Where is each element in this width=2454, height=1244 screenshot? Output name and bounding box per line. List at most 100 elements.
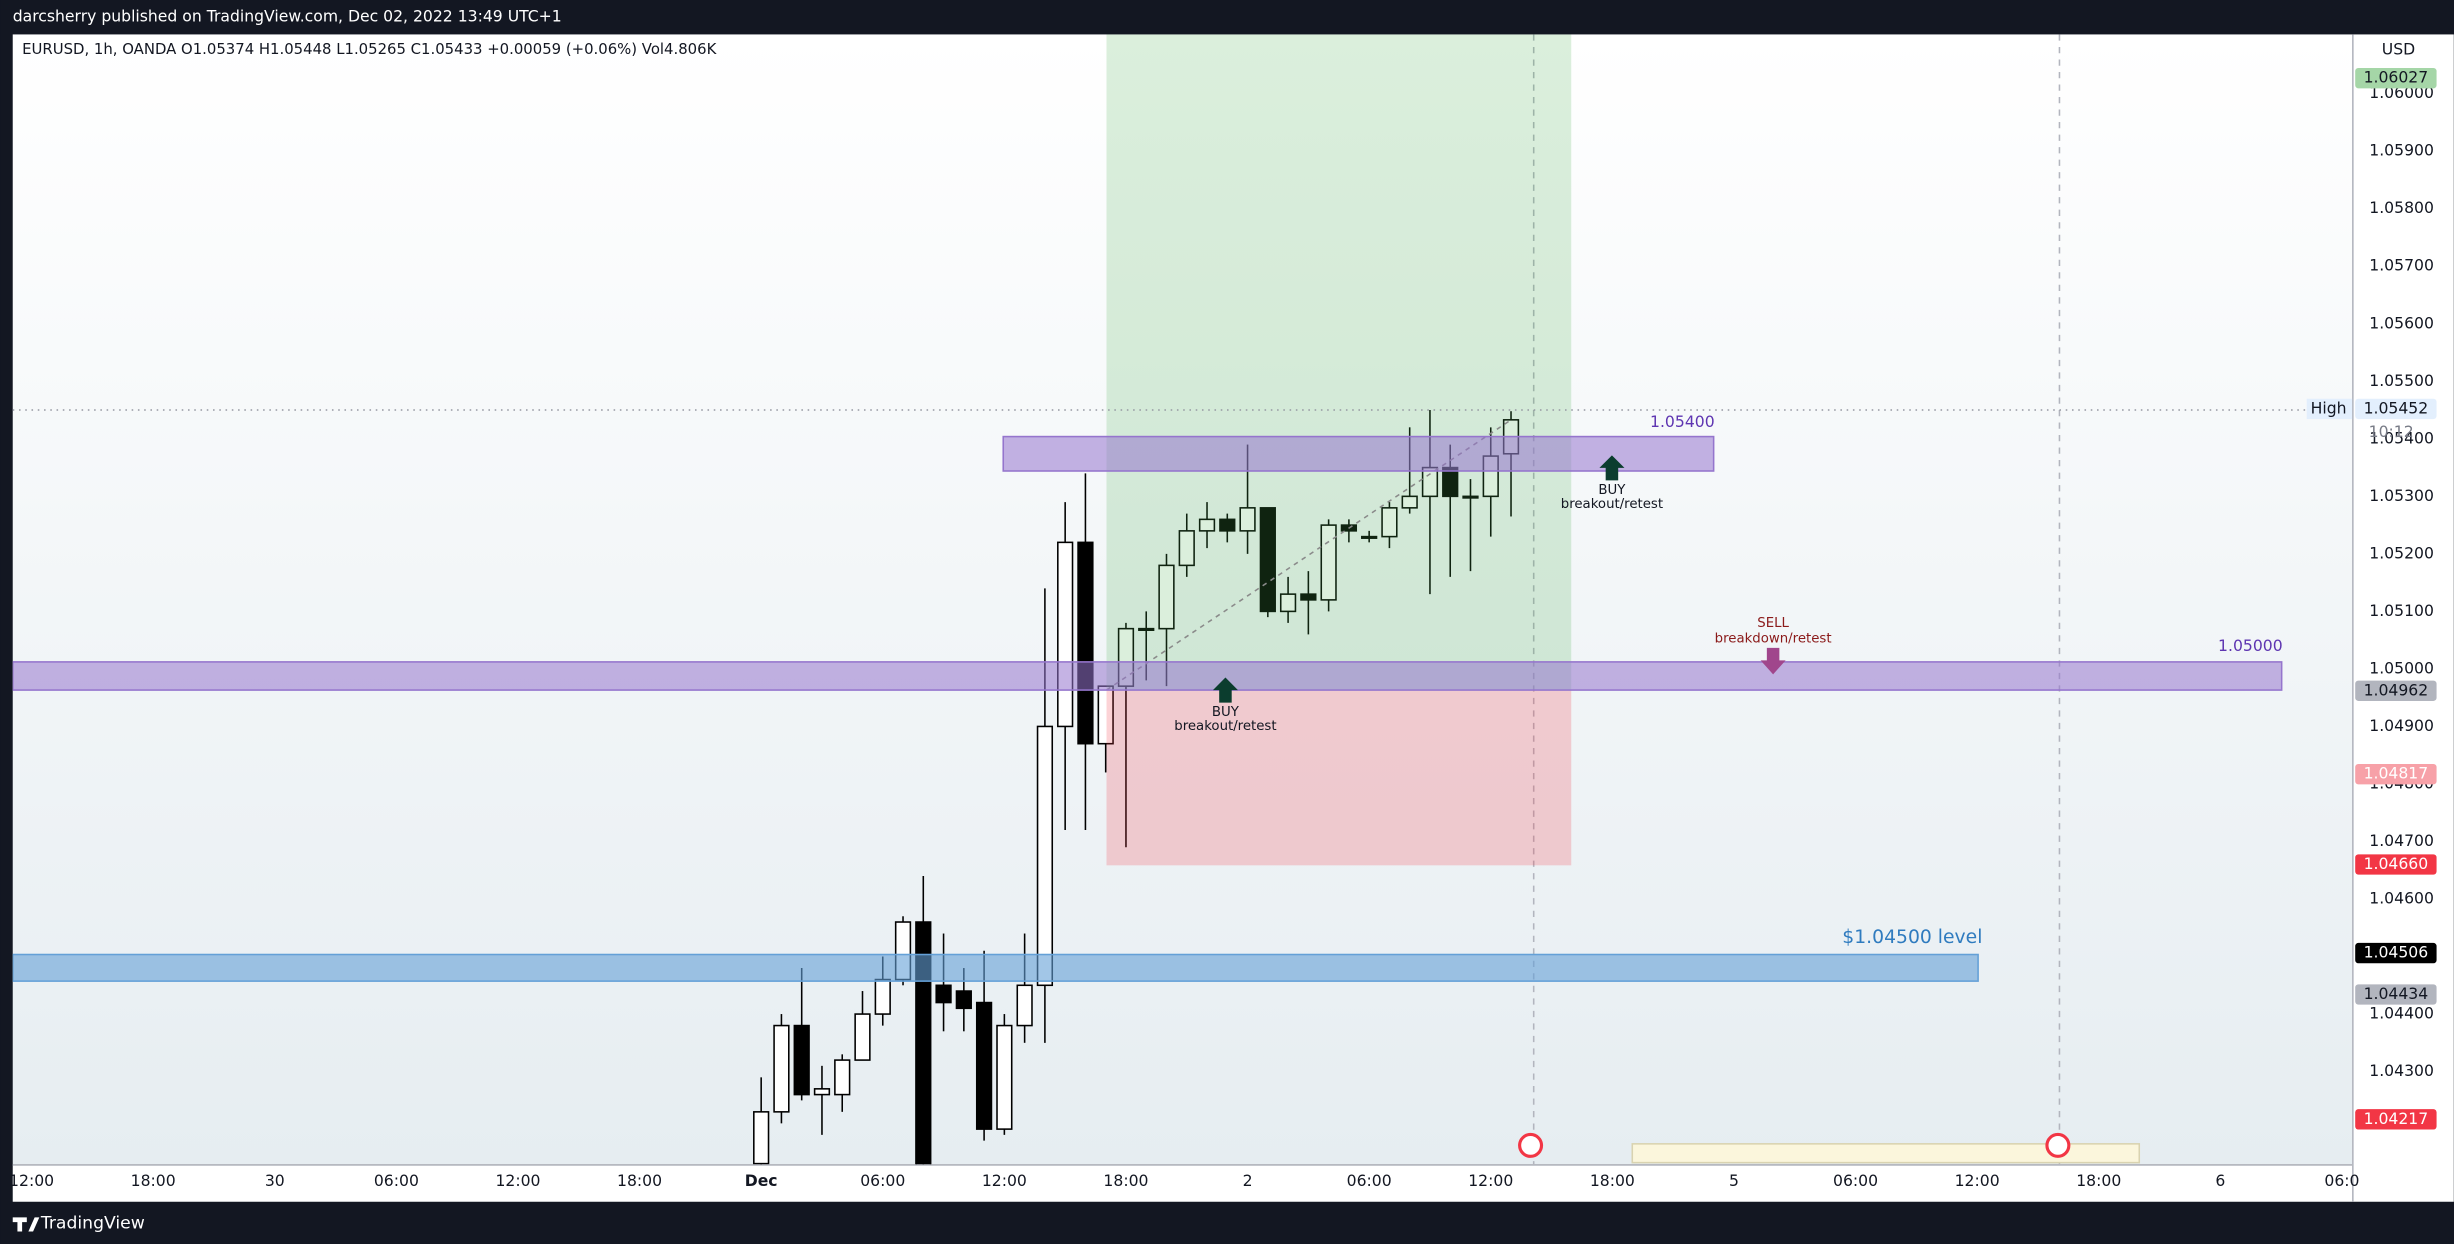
price-axis [2352,34,2454,1202]
candle-body [935,984,952,1004]
x-tick-label: 06:00 [1833,1171,1878,1190]
candle-body [1361,535,1378,539]
event-bar [1631,1143,2141,1164]
x-tick-label: 18:00 [2076,1171,2121,1190]
stop-zone [1106,690,1572,866]
candle-body [1057,541,1074,728]
x-tick-label: 12:00 [9,1171,54,1190]
x-tick-label: 30 [265,1171,285,1190]
candle-body [1279,593,1297,613]
price-badge-label: 1.05452 [2364,398,2429,417]
currency: USD [2382,40,2415,59]
candle-body [753,1111,770,1165]
x-tick-label: 06:00 [374,1171,419,1190]
candle-body [1300,593,1317,601]
publisher: darcsherry published on TradingView.com,… [13,7,562,26]
x-tick-label: 18:00 [1590,1171,1635,1190]
y-tick-label: 1.05500 [2369,371,2434,390]
price-badge-label: 1.06027 [2364,68,2429,87]
x-tick-label: 06:00 [1347,1171,1392,1190]
y-tick-label: 1.04400 [2369,1004,2434,1023]
sell-arrow [1760,647,1786,675]
annotation: breakout/retest [1174,719,1276,734]
resistance-zone [1002,435,1715,472]
brand: TradingView [40,1214,145,1234]
candle-body [1178,530,1195,567]
candle-body [1016,984,1033,1027]
y-tick-label: 1.05600 [2369,313,2434,332]
candle-body [874,978,891,1015]
price-badge [2355,984,2437,1005]
y-tick-label: 1.04600 [2369,889,2434,908]
candle-body [1077,541,1094,745]
event-flag[interactable] [1518,1132,1544,1158]
y-tick-label: 1.05800 [2369,198,2434,217]
price-badge-label: 1.04962 [2364,680,2429,699]
x-tick-label: 2 [1243,1171,1253,1190]
price-badge [2355,680,2437,701]
high-badge [2306,398,2353,420]
time-axis [12,1164,2353,1202]
candle-body [813,1088,831,1096]
y-tick-label: 1.05700 [2369,256,2434,275]
y-tick-label: 1.05200 [2369,543,2434,562]
x-tick-label: 5 [1729,1171,1739,1190]
logo [12,1217,40,1232]
price-badge [2355,1109,2437,1130]
candle-body [1381,507,1398,538]
legend: EURUSD, 1h, OANDA O1.05374 H1.05448 L1.0… [22,40,717,58]
x-tick-label: 6 [2215,1171,2225,1190]
x-tick-label: 18:00 [131,1171,176,1190]
y-tick-label: 1.04900 [2369,716,2434,735]
price-badge-label: 1.04217 [2364,1109,2429,1128]
candle-body [1138,627,1155,631]
y-tick-label: 1.04300 [2369,1061,2434,1080]
candle-body [915,921,932,1165]
candle-body [1239,507,1256,532]
x-tick-label: 12:00 [495,1171,540,1190]
candle-body [996,1024,1013,1130]
y-tick-label: 1.05300 [2369,486,2434,505]
candle-body [1198,518,1216,532]
candle-body [1158,564,1175,630]
support-zone [12,661,2283,691]
annotation: SELL [1757,616,1789,631]
high-label: High [2311,398,2347,417]
x-tick-label: 12:00 [1955,1171,2000,1190]
buy-arrow [1212,677,1238,703]
zone-label: 1.05400 [1650,412,1715,431]
y-tick-label: 1.05400 [2369,428,2434,447]
y-tick-label: 1.05100 [2369,601,2434,620]
y-tick-label: 1.05900 [2369,141,2434,160]
candle-body [1462,495,1479,499]
annotation: breakout/retest [1561,497,1663,512]
candle-body [773,1024,790,1113]
buy-arrow [1599,455,1625,481]
candle-body [1036,725,1054,987]
price-badge-label: 1.04434 [2364,984,2429,1003]
candle-body [955,990,972,1010]
event-flag[interactable] [2045,1132,2071,1158]
y-tick-label: 1.04700 [2369,831,2434,850]
target-zone [1106,34,1572,691]
level-label: $1.04500 level [1842,927,1982,948]
candle-body [1401,495,1418,509]
candle-body [975,1001,993,1130]
price-badge-label: 1.04817 [2364,764,2429,783]
candle-body [834,1059,851,1096]
x-tick-label: 12:00 [1468,1171,1513,1190]
level-zone [12,953,1979,982]
x-tick-label: 12:00 [982,1171,1027,1190]
x-tick-label: Dec [745,1171,778,1190]
price-badge [2355,67,2437,89]
annotation: BUY [1212,705,1240,720]
annotation: BUY [1598,483,1626,498]
price-badge-label: 1.04660 [2364,854,2429,873]
x-tick-label: 06:00 [860,1171,905,1190]
price-badge [2355,942,2437,964]
price-badge [2355,398,2437,420]
price-badge [2355,854,2437,875]
candle-body [793,1024,810,1096]
